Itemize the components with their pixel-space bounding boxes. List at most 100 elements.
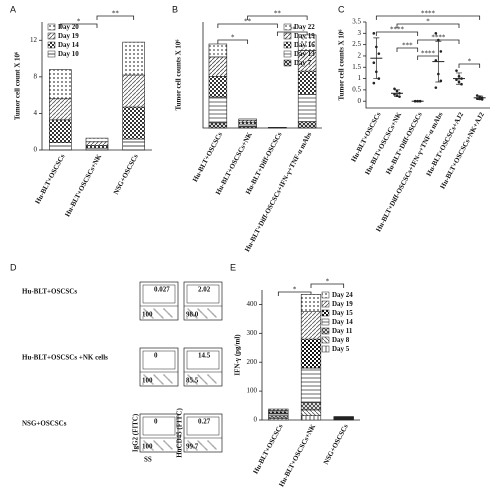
- event-dot: [164, 375, 166, 377]
- event-dot: [200, 377, 202, 379]
- event-dot: [157, 312, 159, 314]
- gate: [142, 350, 176, 370]
- significance-label: **: [244, 18, 252, 26]
- bar-segment: [85, 141, 109, 146]
- bar-segment: [300, 415, 322, 421]
- y-tick-label: 200: [247, 358, 258, 366]
- bar-segment: [208, 56, 228, 77]
- legend-swatch: [283, 23, 292, 31]
- event-dot: [199, 376, 201, 378]
- y-tick-label: 3.5: [352, 18, 361, 26]
- significance-bracket: [396, 47, 419, 52]
- significance-bracket: [277, 291, 312, 296]
- event-dot: [143, 308, 145, 310]
- significance-label: ****: [390, 26, 405, 34]
- event-dot: [156, 311, 158, 313]
- event-dot: [161, 316, 163, 318]
- flow-plot: [183, 413, 223, 453]
- data-point: [437, 38, 440, 42]
- event-dot: [206, 317, 208, 319]
- event-dot: [213, 314, 215, 316]
- gate-value: 2.02: [198, 286, 211, 294]
- event-dot: [170, 447, 172, 449]
- event-dot: [149, 380, 151, 382]
- event-dot: [206, 449, 208, 451]
- bar-segment: [85, 137, 109, 143]
- event-dot: [155, 442, 157, 444]
- x-tick-label: Hu-BLT+OSCSCs+AJ2: [425, 111, 466, 178]
- legend-label: Day 14: [58, 41, 79, 49]
- legend-swatch: [283, 32, 292, 40]
- y-tick-label: 2: [358, 52, 362, 60]
- significance-label: ***: [402, 42, 413, 50]
- panel-label: D: [10, 262, 17, 272]
- bar-segment: [297, 70, 317, 95]
- event-dot: [213, 380, 215, 382]
- bar-segment: [268, 413, 289, 416]
- legend-label: Day 19: [294, 32, 315, 40]
- legend-label: Day 16: [294, 41, 315, 49]
- event-dot: [211, 312, 213, 314]
- legend-label: Day 22: [294, 23, 315, 31]
- event-dot: [166, 377, 168, 379]
- gate-value: 0: [154, 418, 158, 426]
- error-bar: [476, 95, 483, 100]
- event-dot: [196, 317, 198, 319]
- event-dot: [151, 316, 153, 318]
- event-dot: [153, 374, 155, 376]
- row-label: NSG+OSCSCs: [22, 420, 67, 428]
- event-dot: [160, 315, 162, 317]
- event-dot: [149, 314, 151, 316]
- panel-label: A: [10, 4, 16, 14]
- event-dot: [152, 449, 154, 451]
- significance-label: **: [274, 10, 282, 18]
- event-dot: [142, 383, 144, 385]
- bar-segment: [122, 106, 145, 140]
- significance-bracket: [59, 23, 98, 28]
- row-label: Hu-BLT+OSCSCs: [22, 288, 77, 296]
- event-dot: [207, 374, 209, 376]
- gate-value: 0.027: [154, 286, 170, 294]
- event-dot: [203, 380, 205, 382]
- event-dot: [165, 442, 167, 444]
- bar-segment: [208, 75, 228, 98]
- y-tick-label: 4: [34, 109, 38, 117]
- data-point: [434, 32, 438, 35]
- event-dot: [198, 375, 200, 377]
- flow-plot: [139, 347, 179, 387]
- event-dot: [168, 313, 170, 315]
- bar-segment: [85, 145, 109, 149]
- significance-label: ****: [431, 34, 446, 42]
- event-dot: [201, 444, 203, 446]
- event-dot: [163, 374, 165, 376]
- event-dot: [215, 448, 217, 450]
- data-point: [434, 86, 438, 89]
- event-dot: [208, 309, 210, 311]
- event-dot: [200, 311, 202, 313]
- event-dot: [210, 377, 212, 379]
- significance-label: *: [326, 278, 330, 286]
- event-dot: [212, 313, 214, 315]
- significance-bracket: [276, 31, 308, 36]
- bar-segment: [238, 123, 257, 128]
- event-dot: [148, 445, 150, 447]
- event-dot: [187, 440, 189, 442]
- event-dot: [205, 316, 207, 318]
- event-dot: [157, 378, 159, 380]
- x-tick-label: NSG+OSCSCs: [112, 153, 140, 196]
- event-dot: [189, 376, 191, 378]
- gate: [186, 350, 220, 370]
- x-tick-label: NSG+OSCSCs: [322, 423, 350, 466]
- event-dot: [152, 317, 154, 319]
- bar-segment: [122, 41, 145, 76]
- x-tick-label: Hu-BLT+Diff-OSCSCs+IFN-γ+TNF-α mAbs: [243, 131, 313, 253]
- event-dot: [193, 380, 195, 382]
- legend-swatch: [321, 318, 330, 326]
- y-tick-label: 2.5: [352, 40, 361, 48]
- y-tick-label: 1: [358, 74, 362, 82]
- event-dot: [162, 449, 164, 451]
- legend-label: Day 19: [332, 300, 353, 308]
- event-dot: [155, 310, 157, 312]
- gate-value: 14.5: [198, 352, 211, 360]
